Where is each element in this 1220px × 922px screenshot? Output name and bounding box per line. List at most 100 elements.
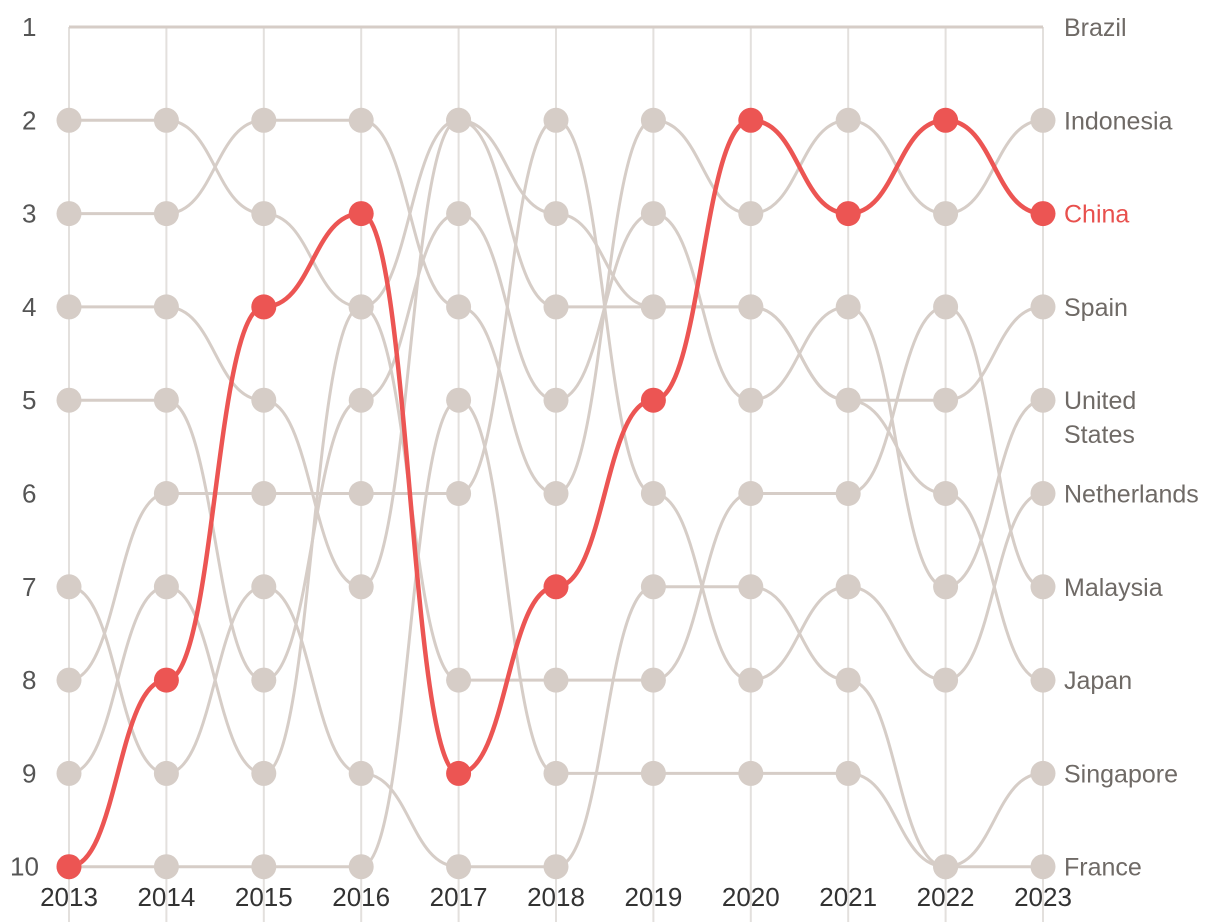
- point-singapore-2023: [1030, 760, 1056, 786]
- point-netherlands-2020: [738, 667, 764, 693]
- point-france-2018: [543, 760, 569, 786]
- point-netherlands-2021: [835, 574, 861, 600]
- point-japan-2018: [543, 294, 569, 320]
- point-indonesia-2021: [835, 107, 861, 133]
- rank-label-6: 6: [22, 479, 36, 509]
- point-united-states-2019: [640, 201, 666, 227]
- year-label-2023: 2023: [1014, 882, 1072, 912]
- point-china-2019: [640, 387, 666, 413]
- point-china-2022: [933, 107, 959, 133]
- rank-label-8: 8: [22, 665, 36, 695]
- point-spain-2022: [933, 387, 959, 413]
- point-china-2013: [56, 854, 82, 880]
- line-japan: [68, 118, 1044, 775]
- point-singapore-2015: [251, 574, 277, 600]
- point-china-2018: [543, 574, 569, 600]
- series-label-netherlands: Netherlands: [1064, 481, 1199, 509]
- point-malaysia-2020: [738, 481, 764, 506]
- point-netherlands-2017: [446, 481, 472, 506]
- point-france-2015: [251, 854, 277, 880]
- point-malaysia-2013: [56, 107, 82, 133]
- point-japan-2015: [251, 760, 277, 786]
- point-china-2017: [446, 760, 472, 786]
- point-spain-2016: [348, 574, 374, 600]
- point-japan-2023: [1030, 667, 1056, 693]
- point-france-2014: [153, 854, 179, 880]
- year-label-2020: 2020: [722, 882, 780, 912]
- year-label-2021: 2021: [819, 882, 877, 912]
- series-label-singapore: Singapore: [1064, 760, 1178, 788]
- point-indonesia-2013: [56, 201, 82, 227]
- year-label-2016: 2016: [332, 882, 390, 912]
- year-label-2018: 2018: [527, 882, 585, 912]
- year-label-2015: 2015: [235, 882, 293, 912]
- point-spain-2014: [153, 294, 179, 320]
- point-indonesia-2018: [543, 481, 569, 506]
- point-malaysia-2022: [933, 294, 959, 320]
- point-united-states-2022: [933, 574, 959, 600]
- point-united-states-2017: [446, 201, 472, 227]
- series-dots: [56, 107, 1056, 880]
- point-singapore-2016: [348, 760, 374, 786]
- series-label-france: France: [1064, 854, 1142, 882]
- year-label-2014: 2014: [137, 882, 195, 912]
- point-malaysia-2019: [640, 667, 666, 693]
- point-malaysia-2015: [251, 201, 277, 227]
- point-malaysia-2017: [446, 667, 472, 693]
- point-spain-2023: [1030, 294, 1056, 320]
- series-label-japan: Japan: [1064, 667, 1132, 695]
- point-japan-2013: [56, 760, 82, 786]
- point-china-2016: [348, 201, 374, 227]
- point-united-states-2013: [56, 387, 82, 413]
- point-netherlands-2019: [640, 481, 666, 506]
- point-france-2021: [835, 760, 861, 786]
- point-france-2023: [1030, 854, 1056, 880]
- rank-label-5: 5: [22, 385, 36, 415]
- point-indonesia-2015: [251, 107, 277, 133]
- point-china-2023: [1030, 201, 1056, 227]
- point-france-2017: [446, 387, 472, 413]
- point-singapore-2018: [543, 854, 569, 880]
- series-label-brazil: Brazil: [1064, 14, 1127, 42]
- series-label-malaysia: Malaysia: [1064, 574, 1163, 602]
- point-netherlands-2016: [348, 481, 374, 506]
- point-france-2020: [738, 760, 764, 786]
- point-netherlands-2013: [56, 667, 82, 693]
- point-united-states-2023: [1030, 387, 1056, 413]
- point-netherlands-2015: [251, 481, 277, 506]
- point-japan-2020: [738, 294, 764, 320]
- point-malaysia-2018: [543, 667, 569, 693]
- series-label-china: China: [1064, 201, 1129, 229]
- point-singapore-2013: [56, 574, 82, 600]
- point-indonesia-2017: [446, 294, 472, 320]
- point-indonesia-2016: [348, 107, 374, 133]
- point-malaysia-2014: [153, 107, 179, 133]
- point-united-states-2016: [348, 387, 374, 413]
- point-spain-2013: [56, 294, 82, 320]
- point-indonesia-2019: [640, 107, 666, 133]
- point-japan-2019: [640, 294, 666, 320]
- year-label-2019: 2019: [624, 882, 682, 912]
- point-united-states-2021: [835, 294, 861, 320]
- series-label-indonesia: Indonesia: [1064, 107, 1173, 135]
- point-japan-2017: [446, 107, 472, 133]
- point-japan-2022: [933, 481, 959, 506]
- point-japan-2016: [348, 294, 374, 320]
- point-spain-2018: [543, 201, 569, 227]
- grid: [68, 27, 1044, 922]
- rank-label-1: 1: [22, 12, 36, 42]
- point-china-2015: [251, 294, 277, 320]
- point-singapore-2019: [640, 574, 666, 600]
- point-united-states-2014: [153, 387, 179, 413]
- point-france-2022: [933, 854, 959, 880]
- point-indonesia-2022: [933, 201, 959, 227]
- point-singapore-2020: [738, 574, 764, 600]
- rank-label-3: 3: [22, 199, 36, 229]
- rank-label-9: 9: [22, 758, 36, 788]
- year-label-2013: 2013: [40, 882, 98, 912]
- rank-label-2: 2: [22, 105, 36, 135]
- series-label-spain: Spain: [1064, 294, 1128, 322]
